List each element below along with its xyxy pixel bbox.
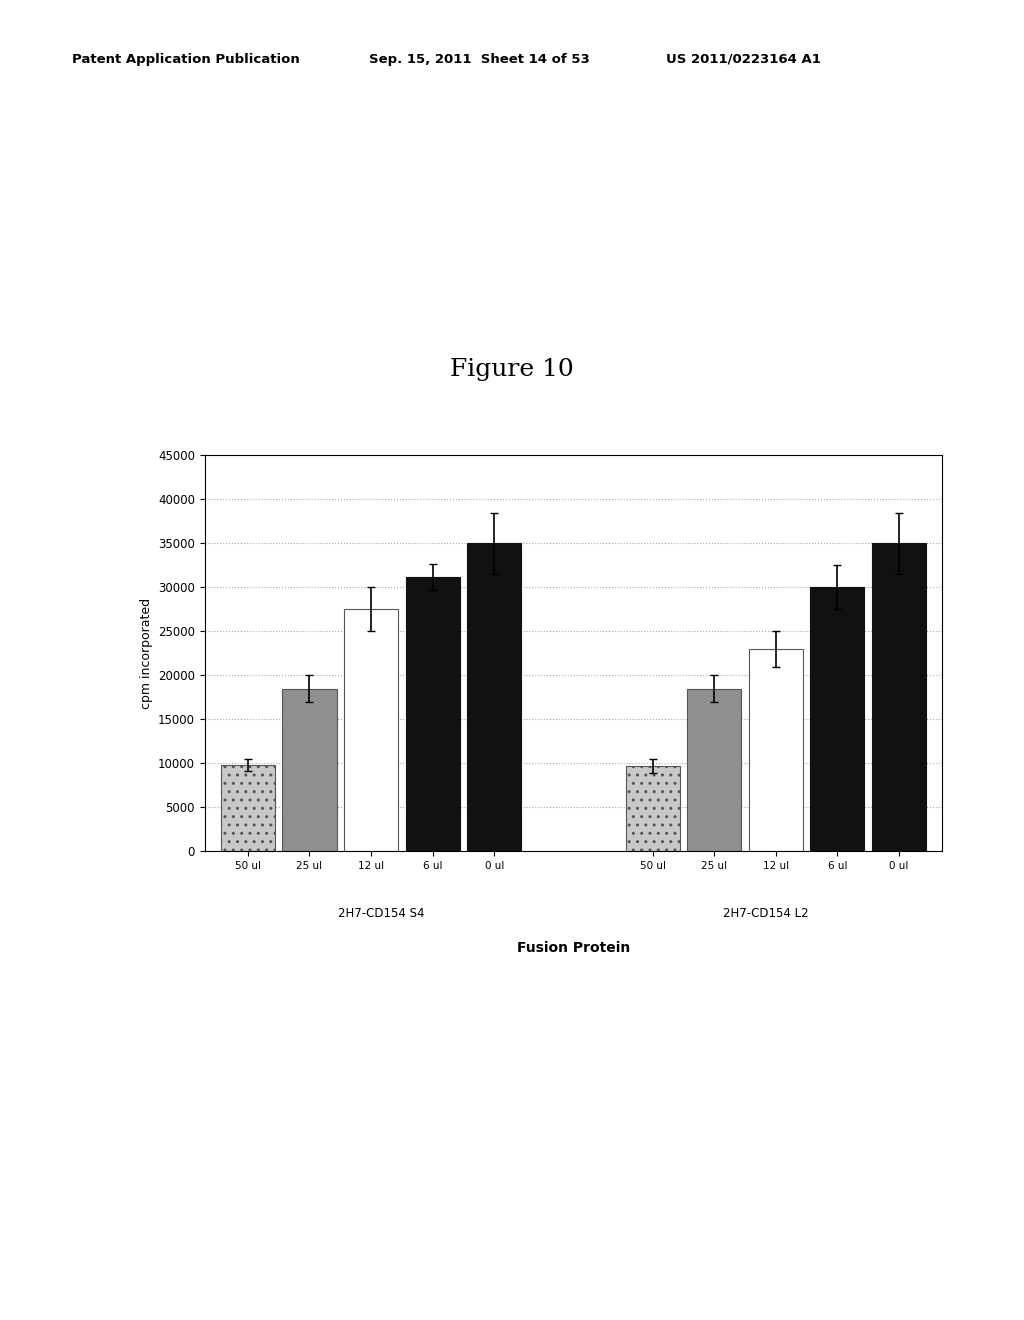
Text: Fusion Protein: Fusion Protein (517, 941, 630, 956)
Bar (221, 766, 275, 851)
Bar (283, 689, 337, 851)
Bar (871, 544, 926, 851)
Text: 2H7-CD154 S4: 2H7-CD154 S4 (338, 907, 424, 920)
Bar (344, 610, 398, 851)
Text: Figure 10: Figure 10 (451, 358, 573, 381)
Text: Patent Application Publication: Patent Application Publication (72, 53, 299, 66)
Bar (687, 689, 741, 851)
Bar (406, 577, 460, 851)
Bar (467, 544, 521, 851)
Text: 2H7-CD154 L2: 2H7-CD154 L2 (723, 907, 809, 920)
Text: US 2011/0223164 A1: US 2011/0223164 A1 (666, 53, 820, 66)
Bar (749, 649, 803, 851)
Bar (810, 587, 864, 851)
Y-axis label: cpm incorporated: cpm incorporated (139, 598, 153, 709)
Text: Sep. 15, 2011  Sheet 14 of 53: Sep. 15, 2011 Sheet 14 of 53 (369, 53, 590, 66)
Bar (626, 766, 680, 851)
